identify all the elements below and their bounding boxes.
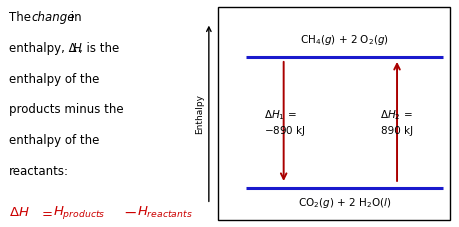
Text: change: change <box>31 11 75 24</box>
Text: , is the: , is the <box>79 42 119 55</box>
Text: $\Delta H$: $\Delta H$ <box>9 206 30 219</box>
Text: $-$890 kJ: $-$890 kJ <box>264 123 306 138</box>
Text: $\Delta H_2$ =: $\Delta H_2$ = <box>381 108 413 121</box>
Text: products minus the: products minus the <box>9 103 124 116</box>
Text: $=$: $=$ <box>39 206 53 219</box>
Text: CO$_2$($g$) + 2 H$_2$O($l$): CO$_2$($g$) + 2 H$_2$O($l$) <box>297 196 391 210</box>
Text: H: H <box>73 42 81 55</box>
Text: $-$: $-$ <box>123 205 137 220</box>
Text: CH$_4$($g$) + 2 O$_2$($g$): CH$_4$($g$) + 2 O$_2$($g$) <box>300 33 389 47</box>
Text: Enthalpy: Enthalpy <box>195 94 204 133</box>
Text: $\Delta H_1$ =: $\Delta H_1$ = <box>264 108 297 121</box>
Text: $H_{\mathregular{reactants}}$: $H_{\mathregular{reactants}}$ <box>137 205 192 220</box>
Text: The: The <box>9 11 35 24</box>
Text: enthalpy of the: enthalpy of the <box>9 134 100 147</box>
Text: enthalpy, Δ: enthalpy, Δ <box>9 42 77 55</box>
Text: in: in <box>67 11 82 24</box>
FancyBboxPatch shape <box>218 7 450 220</box>
Text: $H_{\mathregular{products}}$: $H_{\mathregular{products}}$ <box>53 204 105 221</box>
Text: reactants:: reactants: <box>9 165 69 178</box>
Text: 890 kJ: 890 kJ <box>381 126 413 136</box>
Text: enthalpy of the: enthalpy of the <box>9 73 100 86</box>
